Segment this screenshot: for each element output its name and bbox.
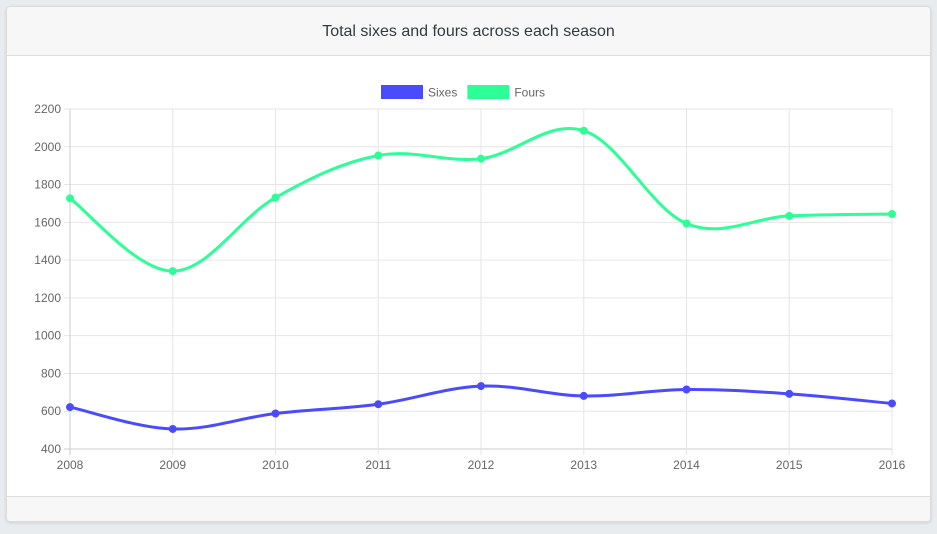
fours-data-point <box>579 126 588 135</box>
sixes-data-point <box>579 391 588 400</box>
fours-data-point <box>374 151 383 160</box>
sixes-data-point <box>168 424 177 433</box>
fours-data-point <box>682 219 691 228</box>
fours-data-point <box>477 154 485 163</box>
fours-legend-label: Fours <box>514 86 545 100</box>
sixes-data-point <box>888 399 896 408</box>
x-tick-label: 2011 <box>365 458 391 472</box>
fours-legend-swatch <box>467 85 510 99</box>
y-tick-label: 2000 <box>34 140 61 154</box>
x-tick-label: 2008 <box>57 458 84 472</box>
sixes-data-point <box>66 403 74 412</box>
chart-title: Total sixes and fours across each season <box>322 23 615 40</box>
fours-data-point <box>168 267 177 276</box>
y-tick-label: 400 <box>41 442 61 456</box>
fours-data-point <box>66 194 74 203</box>
sixes-legend-swatch <box>381 85 423 99</box>
y-tick-label: 1000 <box>34 329 61 343</box>
y-tick-label: 1400 <box>34 253 61 267</box>
x-tick-label: 2010 <box>262 458 289 472</box>
x-tick-label: 2012 <box>468 458 495 472</box>
fours-data-point <box>271 193 280 202</box>
y-tick-label: 1200 <box>34 291 61 305</box>
fours-data-point <box>785 211 794 220</box>
x-tick-label: 2016 <box>879 458 906 472</box>
x-tick-label: 2015 <box>776 458 803 472</box>
x-tick-label: 2014 <box>673 458 700 472</box>
sixes-data-point <box>477 382 485 391</box>
y-tick-label: 800 <box>41 366 61 380</box>
x-tick-label: 2013 <box>570 458 597 472</box>
sixes-data-point <box>271 409 280 418</box>
y-tick-label: 1800 <box>34 178 61 192</box>
y-tick-label: 2200 <box>34 102 61 116</box>
sixes-data-point <box>785 389 794 398</box>
sixes-data-point <box>682 385 691 394</box>
card-header: Total sixes and fours across each season <box>7 7 930 56</box>
sixes-data-point <box>374 400 383 409</box>
chart-card: Total sixes and fours across each season… <box>6 6 931 522</box>
line-chart: 400 600 800 1000 1200 1400 1600 1800 2000 2200 200… <box>34 85 906 472</box>
y-tick-label: 1600 <box>34 215 61 229</box>
y-tick-label: 600 <box>41 404 61 418</box>
x-tick-label: 2009 <box>159 458 186 472</box>
fours-data-point <box>888 210 896 219</box>
sixes-legend-label: Sixes <box>428 86 457 100</box>
card-footer <box>7 496 930 521</box>
